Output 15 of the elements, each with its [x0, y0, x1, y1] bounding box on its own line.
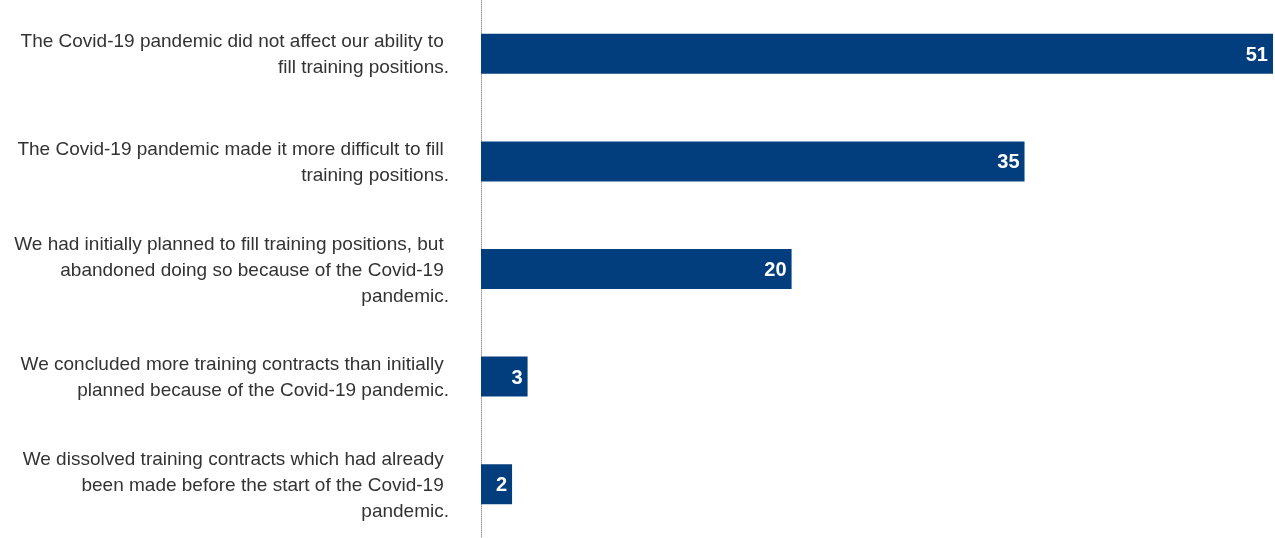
bar [481, 356, 528, 397]
y-tick-label: We concluded more training contracts than initially planned because of the Covid-19 pandemic. [20, 353, 449, 401]
bar [481, 141, 1025, 182]
data-label: 35 [997, 150, 1020, 173]
y-tick-label: We had initially planned to fill training positions, but abandoned doing so because of the Covid-19 pandemic. [14, 232, 449, 306]
bar [481, 464, 513, 505]
data-label: 51 [1245, 42, 1268, 65]
data-label: 3 [511, 365, 523, 388]
bar [481, 249, 792, 289]
data-label: 2 [495, 473, 508, 496]
y-tick-label: The Covid-19 pandemic did not affect our ability to fill training positions. [20, 30, 449, 78]
data-label: 20 [764, 258, 787, 280]
y-tick-label: The Covid-19 pandemic made it more difficult to fill training positions. [17, 137, 449, 185]
y-tick-label: We dissolved training contracts which had already been made before the start of the Covid-19 pandemic. [22, 447, 449, 521]
bar [481, 33, 1273, 74]
